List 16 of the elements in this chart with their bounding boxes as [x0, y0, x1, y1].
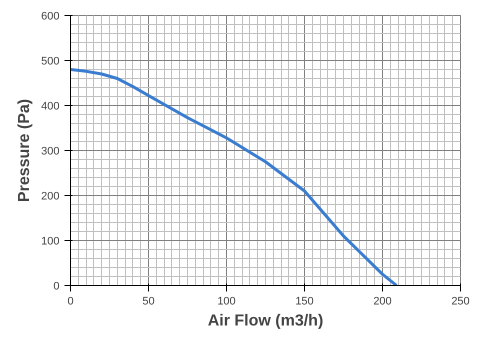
y-tick-label: 200 — [41, 190, 60, 202]
y-tick-label: 100 — [41, 236, 60, 248]
line-series — [70, 68, 398, 286]
x-tick-label: 200 — [373, 296, 392, 308]
x-tick-label: 250 — [451, 296, 470, 308]
y-tick-label: 500 — [41, 56, 60, 68]
x-tick-label: 100 — [217, 296, 236, 308]
y-tick-label: 300 — [41, 146, 60, 158]
x-tick-label: 0 — [67, 296, 74, 308]
y-axis-title: Pressure (Pa) — [16, 98, 34, 202]
x-tick-label: 150 — [295, 296, 314, 308]
y-tick-label: 0 — [53, 280, 60, 292]
y-tick-label: 600 — [41, 10, 60, 22]
x-tick-label: 50 — [142, 296, 155, 308]
x-axis-title: Air Flow (m3/h) — [208, 312, 324, 330]
y-tick-label: 400 — [41, 100, 60, 112]
